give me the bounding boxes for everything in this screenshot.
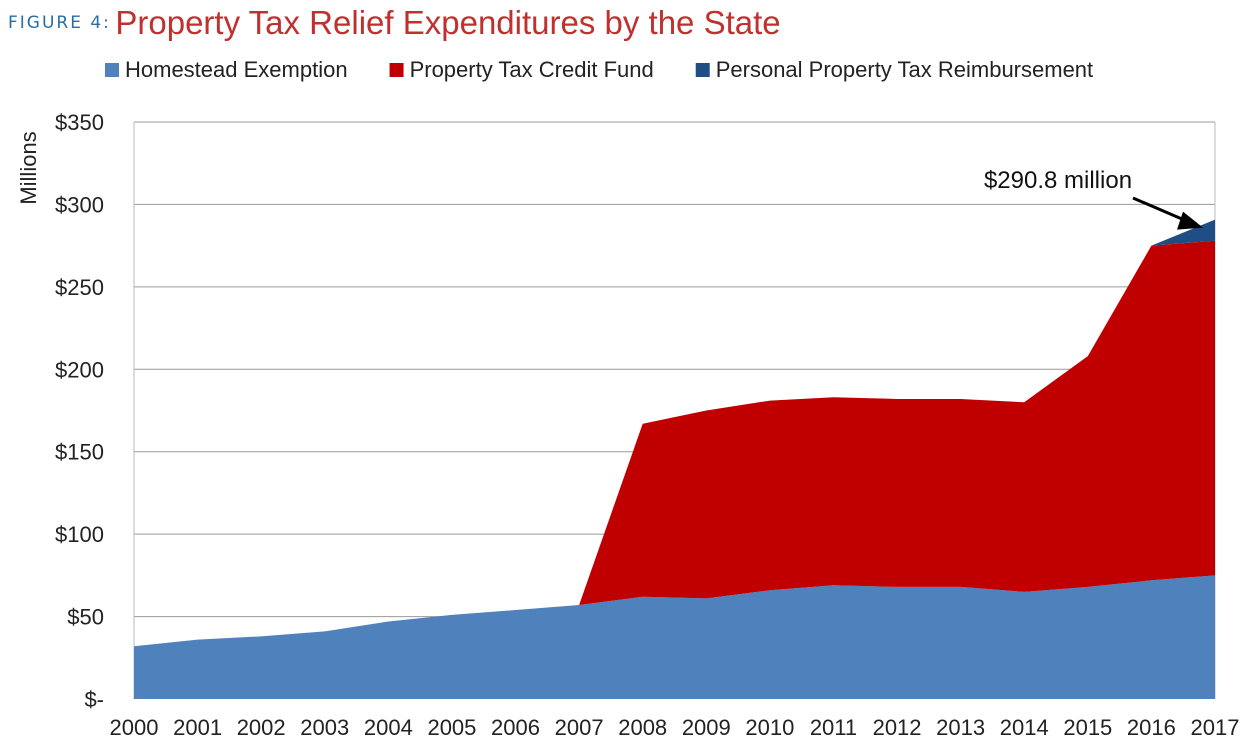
x-tick-label-2010: 2010 <box>745 715 794 740</box>
annotation-label: $290.8 million <box>984 167 1132 194</box>
y-tick-label-0: $- <box>84 687 104 712</box>
x-tick-label-2009: 2009 <box>682 715 731 740</box>
x-tick-label-2016: 2016 <box>1127 715 1176 740</box>
x-tick-label-2000: 2000 <box>110 715 159 740</box>
x-tick-label-2002: 2002 <box>237 715 286 740</box>
chart-title: Property Tax Relief Expenditures by the … <box>115 4 781 41</box>
x-tick-label-2014: 2014 <box>1000 715 1049 740</box>
legend-label-property-tax-credit-fund: Property Tax Credit Fund <box>410 57 654 82</box>
y-axis-label: Millions <box>16 131 41 204</box>
area-series-property-tax-credit-fund <box>134 240 1215 647</box>
x-tick-label-2007: 2007 <box>555 715 604 740</box>
x-tick-label-2015: 2015 <box>1063 715 1112 740</box>
legend-swatch-homestead-exemption <box>105 63 119 77</box>
legend-label-personal-property-tax-reimbursement: Personal Property Tax Reimbursement <box>716 57 1093 82</box>
y-tick-label-100: $100 <box>55 522 104 547</box>
x-tick-label-2011: 2011 <box>810 715 857 740</box>
x-tick-label-2005: 2005 <box>427 715 476 740</box>
y-tick-label-150: $150 <box>55 440 104 465</box>
x-tick-label-2012: 2012 <box>873 715 922 740</box>
x-tick-label-2006: 2006 <box>491 715 540 740</box>
y-tick-label-50: $50 <box>67 605 104 630</box>
x-tick-label-2003: 2003 <box>300 715 349 740</box>
x-tick-label-2001: 2001 <box>173 715 222 740</box>
x-tick-label-2013: 2013 <box>936 715 985 740</box>
y-tick-label-300: $300 <box>55 192 104 217</box>
y-tick-label-350: $350 <box>55 110 104 135</box>
x-tick-label-2017: 2017 <box>1191 715 1240 740</box>
legend-swatch-personal-property-tax-reimbursement <box>695 63 710 77</box>
legend-label-homestead-exemption: Homestead Exemption <box>125 57 348 82</box>
x-tick-label-2004: 2004 <box>364 715 413 740</box>
y-tick-label-250: $250 <box>55 275 104 300</box>
area-series-homestead-exemption <box>134 575 1215 699</box>
y-tick-label-200: $200 <box>55 357 104 382</box>
chart-title-row: FIGURE 4: Property Tax Relief Expenditur… <box>8 4 781 42</box>
annotation-arrow-head <box>1177 211 1203 230</box>
figure-label: FIGURE 4: <box>8 13 111 33</box>
x-tick-label-2008: 2008 <box>618 715 667 740</box>
legend-swatch-property-tax-credit-fund <box>389 63 404 77</box>
